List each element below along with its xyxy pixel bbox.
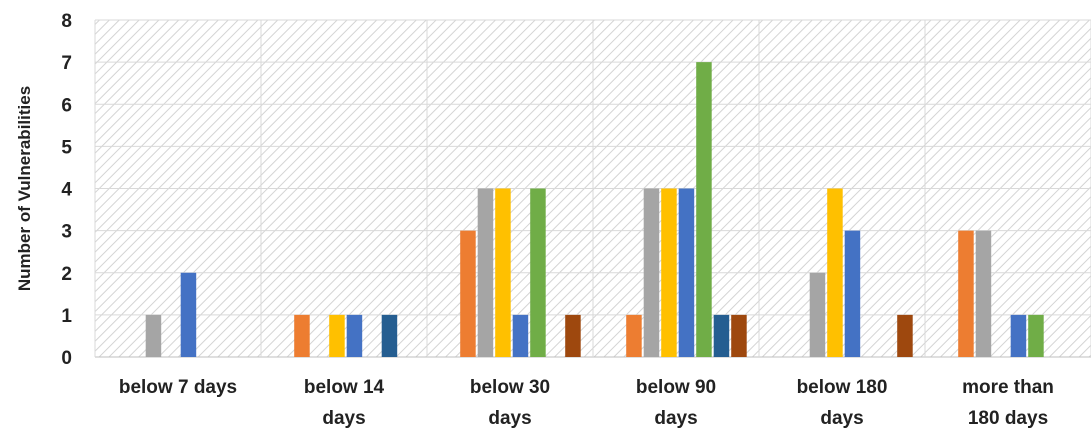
y-tick-label: 8: [61, 11, 72, 32]
x-category-label: below 90 days: [636, 377, 716, 429]
x-category-labels: below 7 days below 14 days below 30 days belo…: [119, 377, 1054, 429]
bar: [145, 314, 162, 357]
bar: [809, 272, 826, 357]
bar: [643, 188, 660, 357]
y-tick-label: 3: [61, 222, 72, 243]
bar: [827, 188, 843, 357]
y-tick-label: 5: [61, 137, 72, 158]
y-tick-label: 4: [61, 180, 72, 201]
bar: [844, 230, 861, 357]
bar: [565, 314, 581, 357]
bar: [329, 314, 345, 357]
bar: [626, 314, 642, 357]
x-category-label: below 14 days: [304, 377, 385, 429]
bar: [958, 230, 974, 357]
y-tick-label: 1: [61, 306, 72, 327]
bar: [346, 314, 363, 357]
bar: [897, 314, 913, 357]
bar: [512, 314, 529, 357]
grid-lines: [94, 19, 1091, 358]
bar: [678, 188, 695, 357]
bar: [731, 314, 747, 357]
x-category-label: below 180 days: [797, 377, 888, 429]
bar: [530, 188, 546, 357]
bar: [713, 314, 730, 357]
bar: [381, 314, 398, 357]
bar: [696, 62, 712, 357]
y-axis-title: Number of Vulnerabilities: [15, 86, 34, 291]
bar: [460, 230, 476, 357]
y-tick-label: 6: [61, 95, 72, 116]
x-category-label: below 7 days: [119, 377, 237, 398]
bar: [1028, 314, 1044, 357]
y-tick-label: 7: [61, 53, 72, 74]
bar: [294, 314, 310, 357]
bar: [180, 272, 197, 357]
bar: [661, 188, 677, 357]
bar: [975, 230, 992, 357]
bar: [477, 188, 494, 357]
y-tick-label: 2: [61, 264, 72, 285]
y-tick-labels: 0 1 2 3 4 5 6 7 8: [61, 11, 72, 369]
bars: [145, 62, 1044, 357]
x-category-label: below 30 days: [470, 377, 550, 429]
y-tick-label: 0: [61, 348, 72, 369]
bar: [1010, 314, 1027, 357]
x-category-label: more than 180 days: [962, 377, 1054, 429]
bar: [495, 188, 511, 357]
